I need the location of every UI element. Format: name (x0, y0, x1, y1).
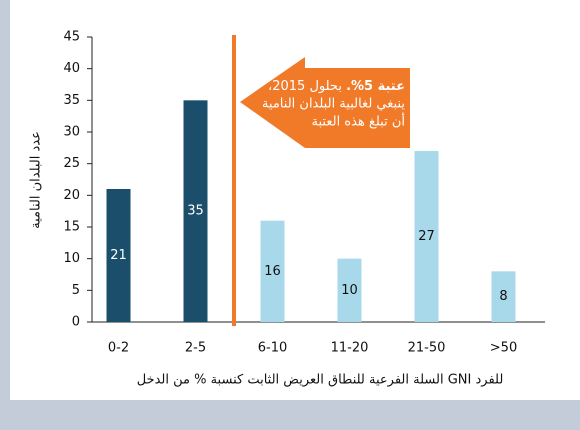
x-tick-label: 11-20 (331, 341, 369, 356)
value-label: 8 (499, 289, 507, 304)
y-tick-label: 30 (63, 125, 80, 140)
bar (260, 220, 285, 322)
x-tick-label: 21-50 (408, 341, 446, 356)
y-tick-label: 15 (63, 220, 80, 235)
value-label: 35 (187, 204, 204, 219)
bar (414, 151, 439, 322)
value-label: 16 (264, 264, 281, 279)
value-label: 10 (341, 283, 358, 298)
annotation-text: بحلول 2015، (268, 79, 346, 94)
y-tick-label: 35 (63, 93, 80, 108)
bar (183, 100, 208, 322)
annotation-line: عتبة 5%. بحلول 2015، (268, 79, 405, 94)
x-axis-label: السلة الفرعية للنطاق العريض الثابت كنسبة… (137, 373, 504, 388)
bar (491, 271, 516, 322)
bar (337, 258, 362, 322)
y-tick-label: 45 (63, 30, 80, 45)
annotation-bold: عتبة 5%. (346, 79, 405, 94)
y-tick-label: 25 (63, 156, 80, 171)
bar (106, 189, 131, 322)
annotation-line: أن تبلغ هذه العتبة (312, 113, 405, 130)
y-tick-label: 0 (72, 315, 80, 330)
annotation-line: ينبغي لغالبية البلدان النامية (262, 97, 405, 112)
y-tick-label: 40 (63, 61, 80, 76)
y-tick-label: 10 (63, 251, 80, 266)
value-label: 21 (110, 248, 127, 263)
x-tick-label: 2-5 (185, 341, 206, 356)
value-label: 27 (418, 229, 435, 244)
x-tick-label: 6-10 (258, 341, 288, 356)
y-axis-label: عدد البلدان النامية (29, 131, 44, 229)
x-tick-label: 0-2 (108, 341, 129, 356)
x-tick-label: >50 (490, 341, 517, 356)
annotation-arrow (240, 57, 410, 148)
y-tick-label: 20 (63, 188, 80, 203)
y-tick-label: 5 (72, 283, 80, 298)
